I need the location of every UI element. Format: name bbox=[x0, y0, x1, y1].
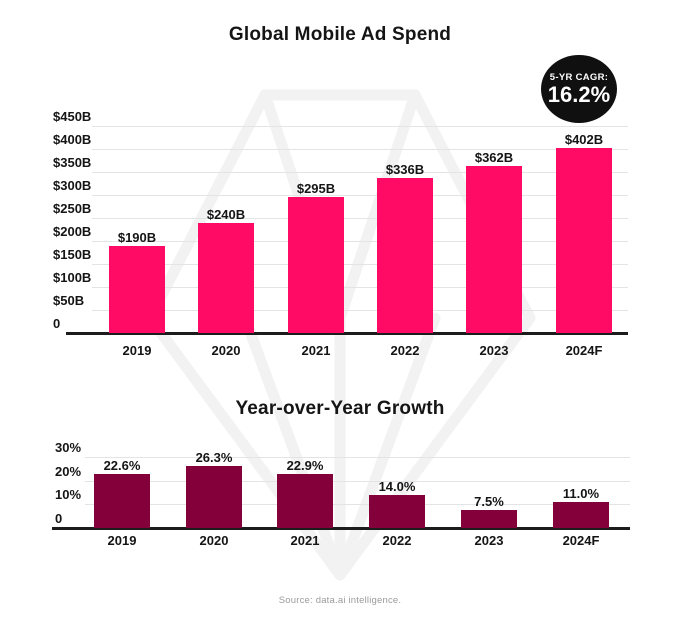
bar-2023 bbox=[466, 166, 522, 333]
x-axis-category-label: 2023 bbox=[474, 533, 504, 548]
bar-value-label: $295B bbox=[296, 181, 336, 196]
y-axis-tick-label: 20% bbox=[55, 464, 82, 479]
x-axis-category-label: 2020 bbox=[199, 533, 229, 548]
bar-2021 bbox=[288, 197, 344, 333]
bar-2024F bbox=[553, 502, 609, 528]
bar-value-label: 22.6% bbox=[103, 458, 141, 473]
bar-value-label: $240B bbox=[206, 207, 246, 222]
y-axis-tick-label: $300B bbox=[53, 178, 92, 193]
bar-value-label: 14.0% bbox=[378, 479, 416, 494]
x-axis-category-label: 2024F bbox=[565, 343, 603, 358]
bar-2019 bbox=[109, 246, 165, 333]
y-axis-tick-label: $50B bbox=[53, 293, 85, 308]
x-axis-category-label: 2019 bbox=[122, 343, 152, 358]
bar-2022 bbox=[377, 178, 433, 333]
bar-2021 bbox=[277, 474, 333, 528]
bar-2020 bbox=[198, 223, 254, 333]
y-axis-tick-label: $250B bbox=[53, 201, 92, 216]
y-axis-tick-label: $150B bbox=[53, 247, 92, 262]
bar-value-label: 22.9% bbox=[286, 458, 324, 473]
y-axis-tick-label: 0 bbox=[55, 511, 63, 526]
cagr-badge-value: 16.2% bbox=[547, 82, 611, 107]
x-axis-line bbox=[52, 527, 630, 530]
cagr-badge-label: 5-YR CAGR: bbox=[549, 72, 609, 83]
gridline bbox=[85, 457, 630, 458]
y-axis-tick-label: $450B bbox=[53, 109, 92, 124]
gridline bbox=[92, 310, 628, 311]
gridline bbox=[85, 504, 630, 505]
bar-value-label: $190B bbox=[117, 230, 157, 245]
bar-2020 bbox=[186, 466, 242, 528]
bar-value-label: 11.0% bbox=[562, 486, 600, 501]
bar-value-label: $362B bbox=[474, 150, 514, 165]
bar-2024F bbox=[556, 148, 612, 333]
y-axis-tick-label: $200B bbox=[53, 224, 92, 239]
y-axis-tick-label: 10% bbox=[55, 487, 82, 502]
bar-2023 bbox=[461, 510, 517, 528]
y-axis-tick-label: 0 bbox=[53, 316, 61, 331]
x-axis-category-label: 2022 bbox=[382, 533, 412, 548]
gridline bbox=[92, 264, 628, 265]
y-axis-tick-label: $350B bbox=[53, 155, 92, 170]
bar-value-label: $402B bbox=[564, 132, 604, 147]
y-axis-tick-label: $100B bbox=[53, 270, 92, 285]
gridline bbox=[92, 241, 628, 242]
x-axis-category-label: 2023 bbox=[479, 343, 509, 358]
x-axis-category-label: 2024F bbox=[562, 533, 600, 548]
x-axis-line bbox=[66, 332, 628, 335]
bar-value-label: 26.3% bbox=[195, 450, 233, 465]
x-axis-category-label: 2020 bbox=[211, 343, 241, 358]
y-axis-tick-label: 30% bbox=[55, 440, 82, 455]
growth-chart-title: Year-over-Year Growth bbox=[235, 398, 445, 419]
x-axis-category-label: 2022 bbox=[390, 343, 420, 358]
gridline bbox=[92, 218, 628, 219]
gridline bbox=[85, 481, 630, 482]
source-note: Source: data.ai intelligence. bbox=[278, 595, 402, 606]
gridline bbox=[92, 149, 628, 150]
gridline bbox=[92, 126, 628, 127]
x-axis-category-label: 2021 bbox=[290, 533, 320, 548]
bar-2022 bbox=[369, 495, 425, 528]
bar-2019 bbox=[94, 474, 150, 528]
bar-value-label: $336B bbox=[385, 162, 425, 177]
spend-chart-title: Global Mobile Ad Spend bbox=[228, 24, 452, 45]
gridline bbox=[92, 172, 628, 173]
x-axis-category-label: 2019 bbox=[107, 533, 137, 548]
cagr-badge: 5-YR CAGR: 16.2% bbox=[541, 55, 617, 123]
x-axis-category-label: 2021 bbox=[301, 343, 331, 358]
gridline bbox=[92, 287, 628, 288]
gridline bbox=[92, 195, 628, 196]
y-axis-tick-label: $400B bbox=[53, 132, 92, 147]
bar-value-label: 7.5% bbox=[474, 494, 504, 509]
